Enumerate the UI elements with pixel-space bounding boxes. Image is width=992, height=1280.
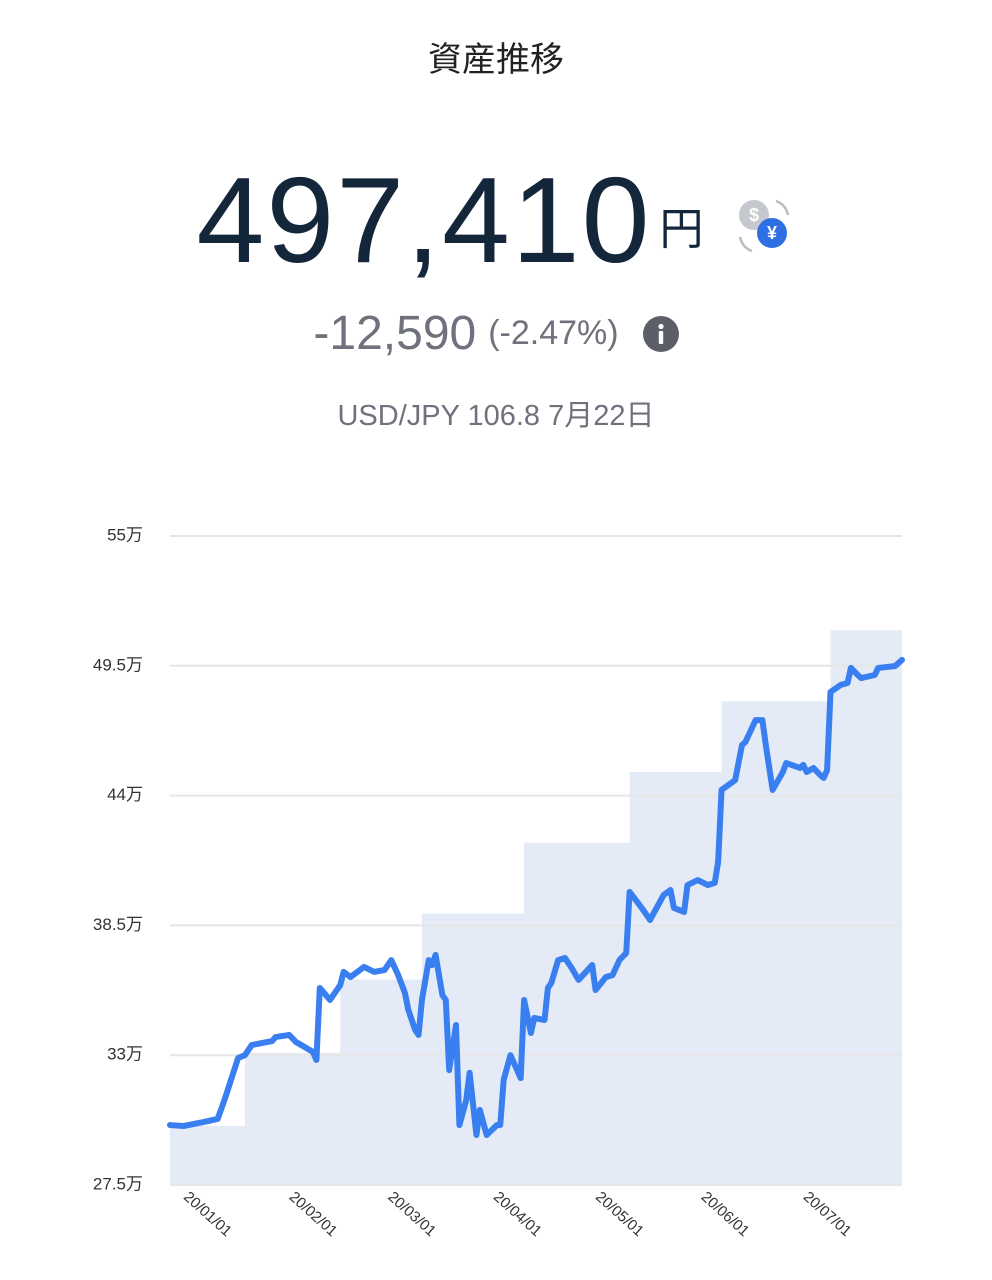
arrow bbox=[738, 236, 752, 253]
x-tick-label: 20/01/01 bbox=[180, 1188, 235, 1240]
change-value: -12,590 bbox=[313, 307, 477, 360]
x-tick-label: 20/03/01 bbox=[384, 1188, 439, 1240]
page-title: 資産推移 bbox=[428, 41, 564, 79]
total-row: 497,410 円 $ ¥ bbox=[0, 155, 992, 285]
x-tick-label: 20/02/01 bbox=[286, 1188, 341, 1240]
currency-unit: 円 bbox=[659, 205, 704, 254]
x-tick-label: 20/07/01 bbox=[800, 1188, 855, 1240]
info-bar bbox=[658, 330, 663, 344]
change-row: -12,590 (-2.47%) bbox=[0, 306, 992, 361]
y-tick-label: 33万 bbox=[107, 1045, 143, 1064]
arrow bbox=[775, 199, 789, 216]
currency-switch[interactable]: $ ¥ bbox=[732, 193, 796, 257]
fx-rate: USD/JPY 106.8 7月22日 bbox=[337, 400, 655, 432]
x-tick-label: 20/06/01 bbox=[698, 1188, 753, 1240]
asset-line bbox=[167, 656, 905, 1138]
invested-area bbox=[170, 630, 902, 1185]
x-tick-label: 20/05/01 bbox=[592, 1188, 647, 1240]
info-icon[interactable] bbox=[642, 315, 679, 352]
y-tick-label: 55万 bbox=[107, 525, 143, 544]
change-percent: (-2.47%) bbox=[488, 314, 619, 352]
y-tick-label: 44万 bbox=[107, 785, 143, 804]
y-tick-label: 49.5万 bbox=[93, 655, 143, 674]
total-value: 497,410 bbox=[196, 152, 652, 288]
dollar-sign: $ bbox=[748, 205, 758, 225]
yen-circle bbox=[756, 218, 787, 248]
x-tick-label: 20/04/01 bbox=[490, 1188, 545, 1240]
yen-sign: ¥ bbox=[766, 223, 776, 243]
info-dot bbox=[657, 323, 664, 329]
y-tick-label: 27.5万 bbox=[93, 1174, 143, 1193]
y-tick-label: 38.5万 bbox=[93, 915, 143, 934]
